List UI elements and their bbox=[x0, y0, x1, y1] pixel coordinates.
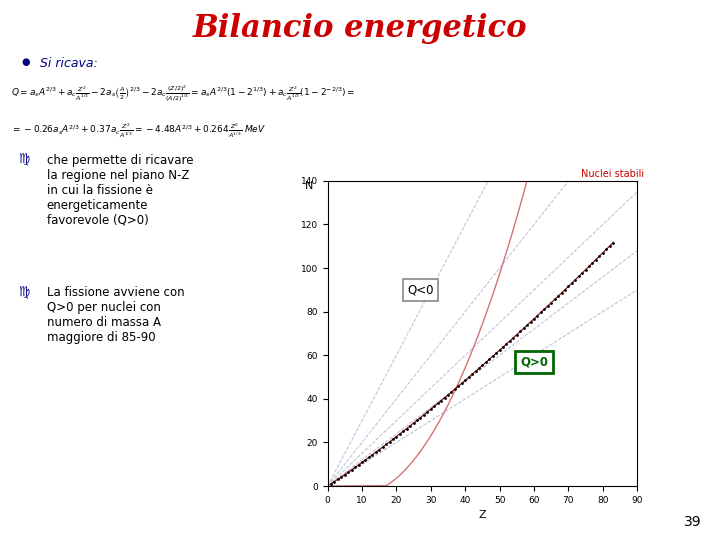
Text: Nuclei stabili: Nuclei stabili bbox=[581, 168, 644, 179]
Text: Q>0: Q>0 bbox=[520, 355, 548, 368]
Y-axis label: N: N bbox=[305, 181, 313, 191]
Text: $= -0.26 a_s A^{2/3} + 0.37 a_c \frac{Z^2}{A^{1/3}} = -4.48 A^{2/3} + 0.264 \fra: $= -0.26 a_s A^{2/3} + 0.37 a_c \frac{Z^… bbox=[11, 122, 266, 140]
Text: Bilancio energetico: Bilancio energetico bbox=[193, 14, 527, 44]
Text: ●: ● bbox=[22, 57, 30, 67]
X-axis label: Z: Z bbox=[479, 510, 486, 520]
Text: Q<0: Q<0 bbox=[408, 284, 433, 296]
Text: $Q = a_s A^{2/3} + a_c \frac{Z^2}{A^{1/3}} - 2a_s \left(\frac{A}{2}\right)^{2/3}: $Q = a_s A^{2/3} + a_c \frac{Z^2}{A^{1/3… bbox=[11, 84, 355, 104]
Text: che permette di ricavare
la regione nel piano N-Z
in cui la fissione è
energetic: che permette di ricavare la regione nel … bbox=[47, 154, 193, 227]
Text: La fissione avviene con
Q>0 per nuclei con
numero di massa A
maggiore di 85-90: La fissione avviene con Q>0 per nuclei c… bbox=[47, 286, 184, 344]
Text: Si ricava:: Si ricava: bbox=[40, 57, 97, 70]
Text: ♍: ♍ bbox=[18, 154, 30, 167]
Text: ♍: ♍ bbox=[18, 286, 30, 299]
Text: 39: 39 bbox=[685, 515, 702, 529]
